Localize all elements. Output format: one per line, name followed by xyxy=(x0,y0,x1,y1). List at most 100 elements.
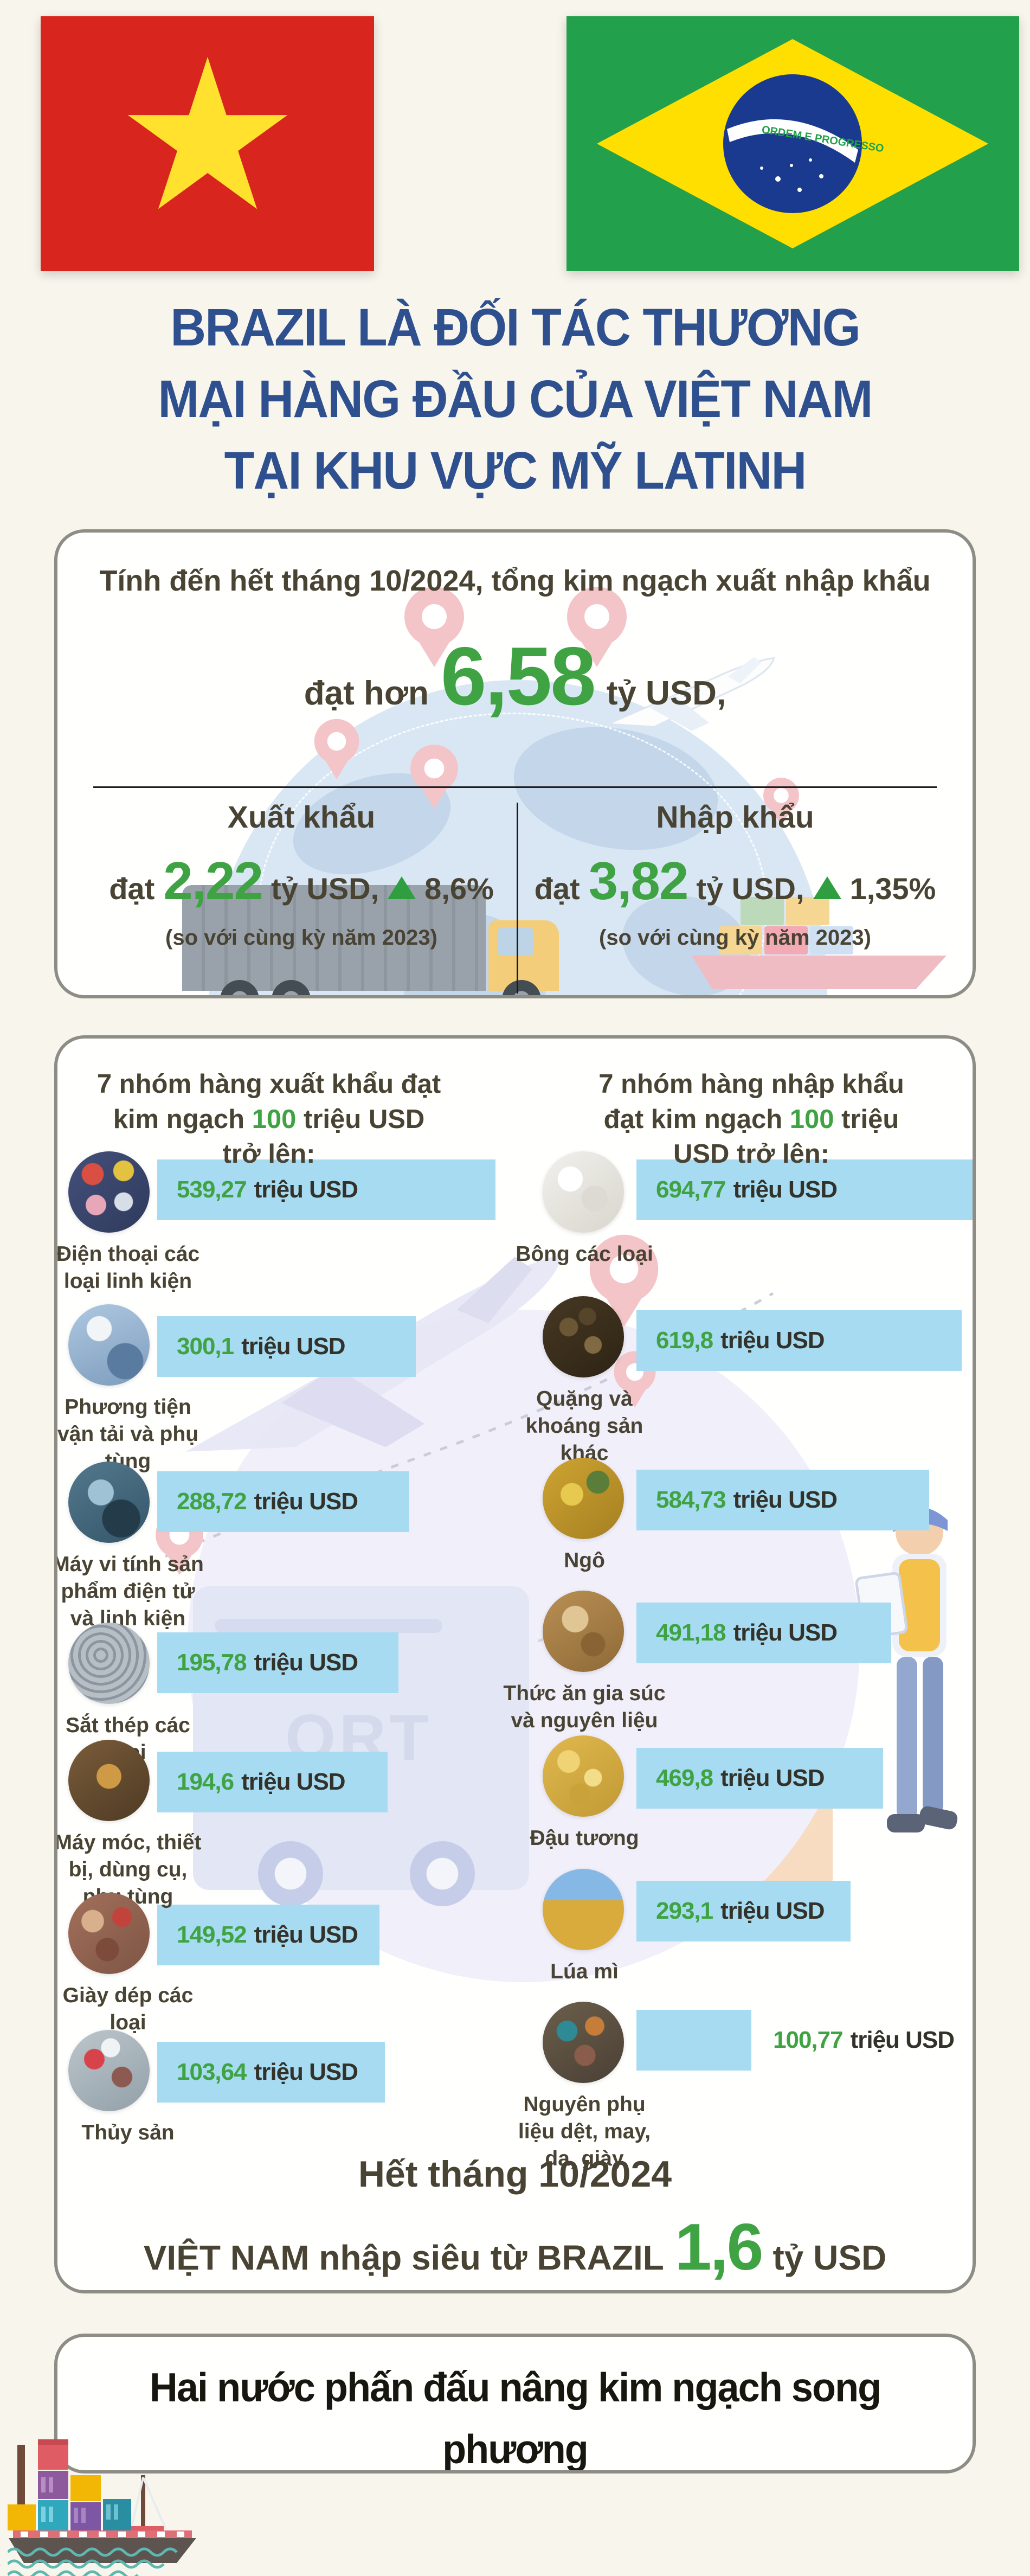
product-label: Máy móc, thiết bị, dùng cụ, phụ tùng xyxy=(54,1831,202,1908)
bar-value: 300,1 xyxy=(177,1333,234,1360)
bar-unit: triệu USD xyxy=(254,1921,358,1948)
import-heading-suffix: triệu USD trở lên: xyxy=(673,1104,899,1169)
import-unit: tỷ USD, xyxy=(696,872,804,906)
export-heading-prefix: 7 nhóm hàng xuất khẩu đạt kim ngạch xyxy=(96,1069,441,1134)
bar-unit: triệu USD xyxy=(254,1176,358,1203)
product-label: Nguyên phụ liệu dệt, may, da, giày xyxy=(518,2093,651,2170)
product-label: Ngô xyxy=(564,1549,605,1572)
export-heading-suffix: triệu USD trở lên: xyxy=(222,1104,425,1169)
divider-vertical xyxy=(517,803,518,994)
bar-value: 195,78 xyxy=(177,1649,247,1676)
goal-panel: Hai nước phấn đấu nâng kim ngạch song ph… xyxy=(54,2334,976,2474)
export-group-heading: 7 nhóm hàng xuất khẩu đạt kim ngạch 100 … xyxy=(95,1067,442,1172)
map-pin-icon xyxy=(410,745,458,792)
bar-unit: triệu USD xyxy=(720,1898,825,1924)
bar-unit: triệu USD xyxy=(241,1333,345,1360)
import-change: 1,35% xyxy=(849,872,936,906)
bar-unit: triệu USD xyxy=(720,1765,825,1791)
import-value: 3,82 xyxy=(588,851,689,911)
export-unit: tỷ USD, xyxy=(271,872,379,906)
import-prefix: đạt xyxy=(534,872,580,906)
product-image-phuong-tien xyxy=(68,1304,150,1386)
summary-panel: Tính đến hết tháng 10/2024, tổng kim ngạ… xyxy=(54,529,976,998)
export-bar-3: 288,72 triệu USD xyxy=(157,1471,409,1532)
airplane-illustration xyxy=(605,652,778,744)
export-change: 8,6% xyxy=(424,872,494,906)
closing-date: Hết tháng 10/2024 xyxy=(358,2154,672,2195)
bar-unit: triệu USD xyxy=(733,1176,838,1203)
product-image-thuy-san xyxy=(68,2030,150,2111)
import-bar-3: 584,73 triệu USD xyxy=(636,1470,929,1530)
product-image-quang xyxy=(543,1296,624,1377)
summary-heading: Tính đến hết tháng 10/2024, tổng kim ngạ… xyxy=(99,565,931,597)
up-arrow-icon xyxy=(388,876,416,899)
export-title: Xuất khẩu xyxy=(227,800,376,835)
product-image-dien-thoai xyxy=(68,1151,150,1233)
product-groups-panel: ORT 7 nhóm hàng xuất khẩ xyxy=(54,1035,976,2293)
deficit-value: 1,6 xyxy=(674,2210,764,2284)
bar-value: 149,52 xyxy=(177,1921,247,1948)
total-value: 6,58 xyxy=(440,630,596,722)
page-title-line2: MẠI HÀNG ĐẦU CỦA VIỆT NAM xyxy=(158,369,873,428)
brazil-flag: ORDEM E PROGRESSO xyxy=(566,16,1019,271)
export-bar-6: 149,52 triệu USD xyxy=(157,1905,379,1965)
export-prefix: đạt xyxy=(109,872,155,906)
bar-value: 619,8 xyxy=(656,1327,713,1354)
product-label: Quặng và khoáng sản khác xyxy=(525,1387,643,1465)
product-label: Phương tiện vận tải và phụ tùng xyxy=(57,1395,199,1473)
total-trade-line: đạt hơn 6,58 tỷ USD, xyxy=(57,629,973,724)
page-title-line3: TẠI KHU VỰC MỸ LATINH xyxy=(224,440,807,500)
vietnam-flag xyxy=(41,16,374,271)
export-note: (so với cùng kỳ năm 2023) xyxy=(165,926,437,950)
map-pin-icon xyxy=(567,587,627,646)
bar-unit: triệu USD xyxy=(733,1619,838,1646)
product-image-dau-tuong xyxy=(543,1735,624,1817)
import-note: (so với cùng kỳ năm 2023) xyxy=(599,926,871,950)
total-suffix: tỷ USD, xyxy=(606,675,726,712)
cargo-ship-illustration xyxy=(686,890,968,995)
bar-unit: triệu USD xyxy=(720,1327,825,1354)
bar-value: 288,72 xyxy=(177,1488,247,1515)
product-label: Bông các loại xyxy=(516,1242,653,1266)
import-summary: Nhập khẩu đạt 3,82 tỷ USD, 1,35% (so với… xyxy=(524,799,947,950)
export-bar-2: 300,1 triệu USD xyxy=(157,1316,416,1377)
bar-value: 469,8 xyxy=(656,1765,713,1791)
import-bar-2: 619,8 triệu USD xyxy=(636,1310,962,1371)
divider-horizontal xyxy=(93,786,937,788)
product-image-bong xyxy=(543,1151,624,1233)
product-image-ngo xyxy=(543,1458,624,1539)
import-bar-7 xyxy=(636,2010,751,2071)
import-value-line: đạt 3,82 tỷ USD, 1,35% xyxy=(524,850,947,912)
product-image-thuc-an xyxy=(543,1591,624,1672)
bar-unit: triệu USD xyxy=(733,1486,838,1513)
import-title: Nhập khẩu xyxy=(656,800,814,835)
deficit-prefix: VIỆT NAM nhập siêu từ BRAZIL xyxy=(143,2238,664,2277)
export-bar-7: 103,64 triệu USD xyxy=(157,2042,385,2103)
page-title: BRAZIL LÀ ĐỐI TÁC THƯƠNG MẠI HÀNG ĐẦU CỦ… xyxy=(0,292,1030,507)
truck-watermark: ORT xyxy=(193,1586,529,1906)
map-pin-icon xyxy=(589,1234,659,1304)
goal-text: Hai nước phấn đấu nâng kim ngạch song ph… xyxy=(57,2356,973,2470)
product-image-may-vi-tinh xyxy=(68,1462,150,1543)
import-group-heading: 7 nhóm hàng nhập khẩu đạt kim ngạch 100 … xyxy=(578,1067,925,1172)
product-image-nguyen-phu-lieu xyxy=(543,2002,624,2083)
import-bar-1: 694,77 triệu USD xyxy=(636,1159,973,1220)
trade-deficit-line: VIỆT NAM nhập siêu từ BRAZIL 1,6 tỷ USD xyxy=(57,2209,973,2285)
worker-illustration xyxy=(854,1483,973,1917)
map-pin-icon xyxy=(404,587,464,646)
page-title-line1: BRAZIL LÀ ĐỐI TÁC THƯƠNG xyxy=(170,298,860,357)
import-bar-5: 469,8 triệu USD xyxy=(636,1748,883,1809)
bar-value: 491,18 xyxy=(656,1619,726,1646)
import-bar-7-label: 100,77 triệu USD xyxy=(773,2010,955,2071)
export-heading-highlight: 100 xyxy=(252,1104,297,1134)
product-label: Thức ăn gia súc và nguyên liệu xyxy=(503,1682,666,1732)
product-label: Giày dép các loại xyxy=(62,1984,194,2034)
export-bar-4: 195,78 triệu USD xyxy=(157,1632,398,1693)
export-summary: Xuất khẩu đạt 2,22 tỷ USD, 8,6% (so với … xyxy=(90,799,513,950)
bar-value: 103,64 xyxy=(177,2059,247,2085)
bar-unit: triệu USD xyxy=(254,1649,358,1676)
import-bar-4: 491,18 triệu USD xyxy=(636,1603,891,1663)
product-label: Điện thoại các loại linh kiện xyxy=(56,1242,200,1293)
up-arrow-icon xyxy=(813,876,841,899)
